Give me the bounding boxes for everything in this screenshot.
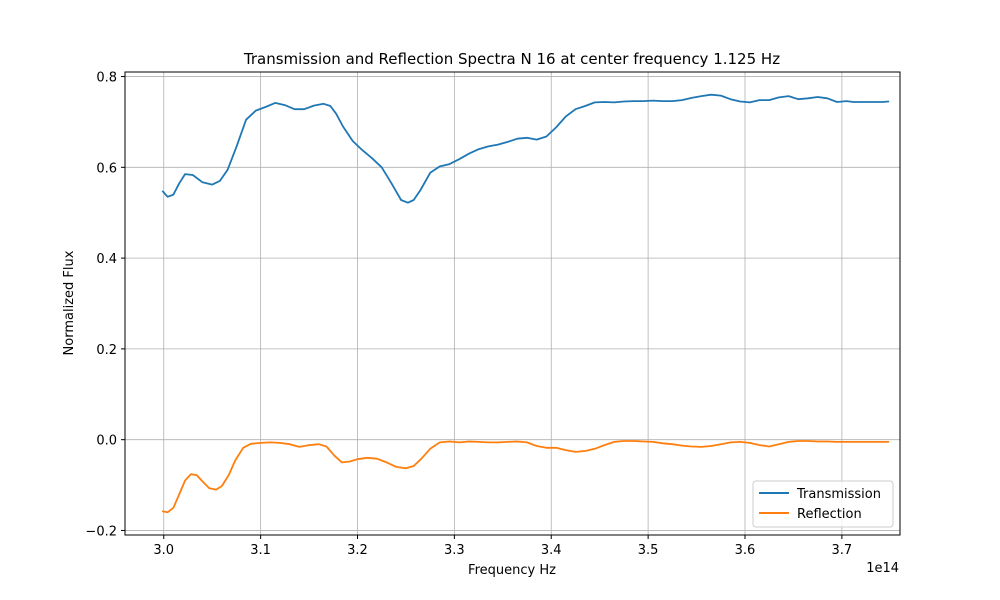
legend-label-transmission: Transmission (796, 487, 881, 502)
y-axis-label: Normalized Flux (62, 250, 77, 355)
chart-title: Transmission and Reflection Spectra N 16… (243, 50, 780, 68)
y-tick-label: 0.4 (96, 252, 117, 267)
x-tick-label: 3.6 (735, 543, 756, 558)
legend-label-reflection: Reflection (797, 507, 862, 522)
y-tick-label: 0.8 (96, 71, 117, 86)
grid (125, 72, 900, 535)
x-axis-label: Frequency Hz (468, 563, 556, 578)
plot-frame (124, 71, 901, 536)
series-line-reflection (161, 440, 890, 514)
y-tick-label: 0.0 (96, 434, 117, 449)
series-layer (161, 93, 890, 514)
x-tick-label: 3.3 (444, 543, 465, 558)
x-axis-offset-label: 1e14 (866, 561, 899, 576)
x-tick-label: 3.5 (638, 543, 659, 558)
y-tick-label: 0.2 (96, 343, 117, 358)
legend: Transmission Reflection (752, 480, 894, 528)
y-tick-label: 0.6 (96, 161, 117, 176)
x-tick-label: 3.1 (250, 543, 271, 558)
y-tick-label: −0.2 (85, 524, 117, 539)
axis-ticks: 3.0 3.1 3.2 3.3 3.4 3.5 3.6 3.7 −0.2 0.0 0.2 0.4 0.6… (85, 71, 852, 558)
x-tick-label: 3.2 (347, 543, 368, 558)
series-line-transmission (161, 93, 890, 204)
x-tick-label: 3.7 (832, 543, 853, 558)
x-tick-label: 3.0 (153, 543, 174, 558)
x-tick-label: 3.4 (541, 543, 562, 558)
